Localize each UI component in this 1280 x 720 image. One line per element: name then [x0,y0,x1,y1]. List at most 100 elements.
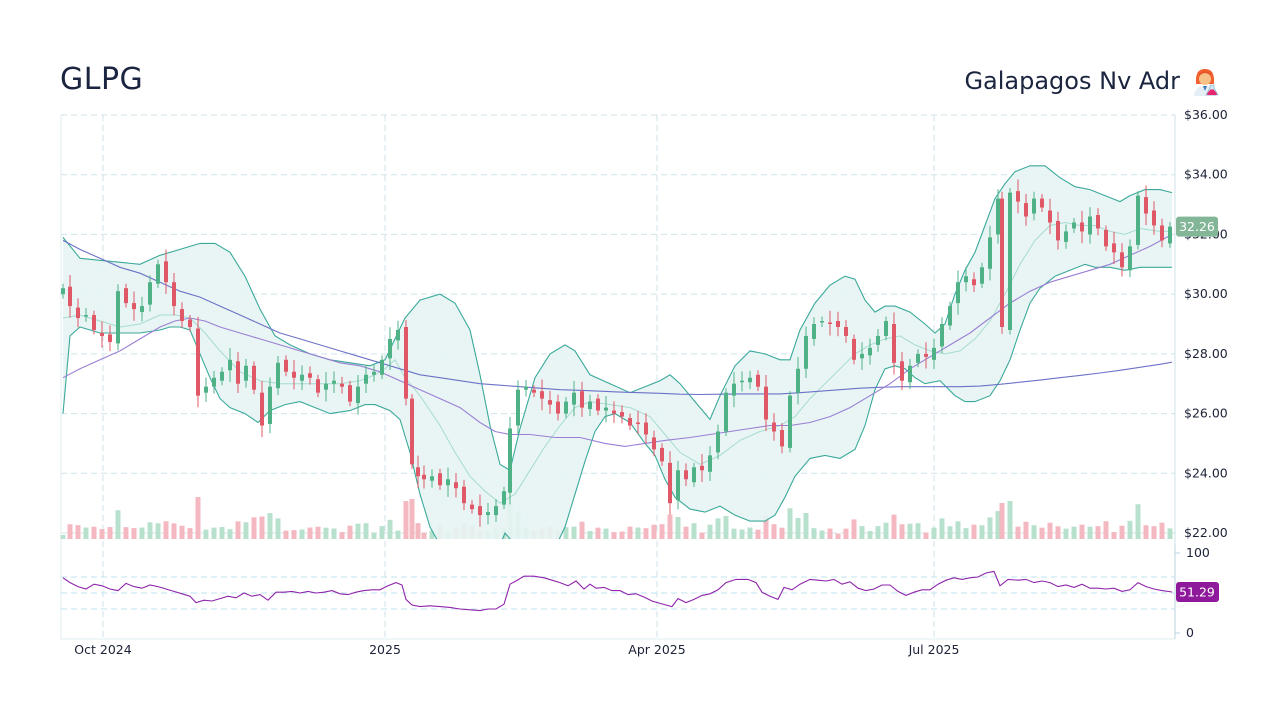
candle-body [812,324,816,339]
volume-bar [955,521,961,539]
candle-body [188,319,192,327]
volume-bar [83,527,89,539]
volume-bar [283,530,289,539]
volume-bar [779,527,785,539]
candle-body [956,282,960,304]
volume-bar [91,526,97,539]
volume-bar [227,529,233,539]
volume-bar [299,529,305,539]
volume-bar [1167,528,1173,539]
candle-body [454,482,458,489]
candle-body [532,389,536,393]
volume-bar [891,514,897,539]
volume-bar [1039,527,1045,539]
volume-bar [387,519,393,539]
volume-bar [1159,522,1165,539]
price-axis: $36.00$34.00$32.00$30.00$28.00$26.00$24.… [1184,107,1228,540]
candle-body [916,353,920,363]
candle-body [196,328,200,396]
candle-body [692,467,696,483]
candle-body [620,412,624,417]
volume-bar [603,528,609,539]
candle-body [1008,192,1012,330]
candle-body [252,365,256,390]
candle-body [604,407,608,411]
volume-bar [219,527,225,539]
volume-bar [315,526,321,539]
candle-body [124,288,128,304]
volume-bar [971,524,977,539]
volume-bar [395,530,401,539]
volume-bar [131,528,137,539]
volume-bar [1015,526,1021,539]
candle-body [748,377,752,383]
volume-bar [363,523,369,539]
candle-body [204,386,208,393]
candle-body [462,486,466,504]
rsi-panel: 100 0 [61,545,1210,640]
volume-bar [371,532,377,539]
candle-body [61,288,65,295]
volume-bar [619,531,625,539]
candle-body [764,386,768,420]
candle-body [1168,226,1172,244]
candle-body [100,332,104,336]
candle-body [612,410,616,414]
candle-body [668,462,672,504]
candle-body [1016,191,1020,202]
volume-bar [899,524,905,539]
volume-bar [235,521,241,539]
candle-body [478,506,482,516]
volume-bar [691,523,697,539]
time-tick-label: Jul 2025 [908,642,960,657]
candle-body [876,335,880,345]
candle-body [588,401,592,410]
bollinger-fill [63,165,1172,539]
volume-bar [115,510,121,539]
volume-bar [771,524,777,539]
volume-bar [923,532,929,539]
candle-body [580,391,584,408]
candle-body [740,380,744,383]
candle-body [660,447,664,462]
candle-body [548,400,552,405]
candle-body [684,470,688,480]
last-price-tag [1176,216,1218,237]
time-tick-label: 2025 [369,642,401,657]
volume-bar [915,523,921,539]
volume-bar [251,517,257,539]
volume-bar [715,518,721,539]
volume-bar [339,532,345,539]
candle-body [268,386,272,425]
volume-bar [1103,521,1109,539]
candle-body [284,359,288,372]
price-tick-label: $22.00 [1184,525,1228,540]
volume-bar [999,503,1005,539]
candle-body [724,392,728,432]
candle-body [116,291,120,344]
candle-body [1160,225,1164,241]
candle-body [108,334,112,342]
volume-bar [939,518,945,539]
candle-body [356,386,360,404]
candle-body [716,431,720,453]
company-name-header: Galapagos Nv Adr [964,66,1220,96]
candle-body [988,237,992,269]
candle-body [486,512,490,516]
candle-body [1056,220,1060,241]
candle-body [276,362,280,389]
volume-bar [1023,521,1029,539]
volume-bar [67,524,73,539]
volume-bar [643,528,649,539]
candle-body [908,365,912,383]
candle-body [348,385,352,402]
rsi-value: 51.29 [1179,584,1215,599]
candle-body [388,338,392,359]
volume-bar [107,527,113,539]
candle-body [140,306,144,313]
candle-body [92,315,96,330]
candle-body [972,279,976,286]
candle-body [84,315,88,317]
volume-bar [415,523,421,539]
